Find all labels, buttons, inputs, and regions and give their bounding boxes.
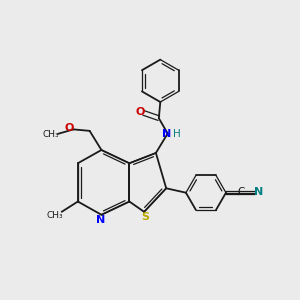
Text: CH₃: CH₃ <box>47 211 64 220</box>
Text: N: N <box>162 129 171 139</box>
Text: O: O <box>135 107 144 117</box>
Text: N: N <box>96 215 105 225</box>
Text: O: O <box>64 123 74 133</box>
Text: C: C <box>238 187 245 197</box>
Text: CH₃: CH₃ <box>43 130 59 140</box>
Text: S: S <box>142 212 150 222</box>
Text: H: H <box>172 129 180 139</box>
Text: N: N <box>254 187 263 197</box>
